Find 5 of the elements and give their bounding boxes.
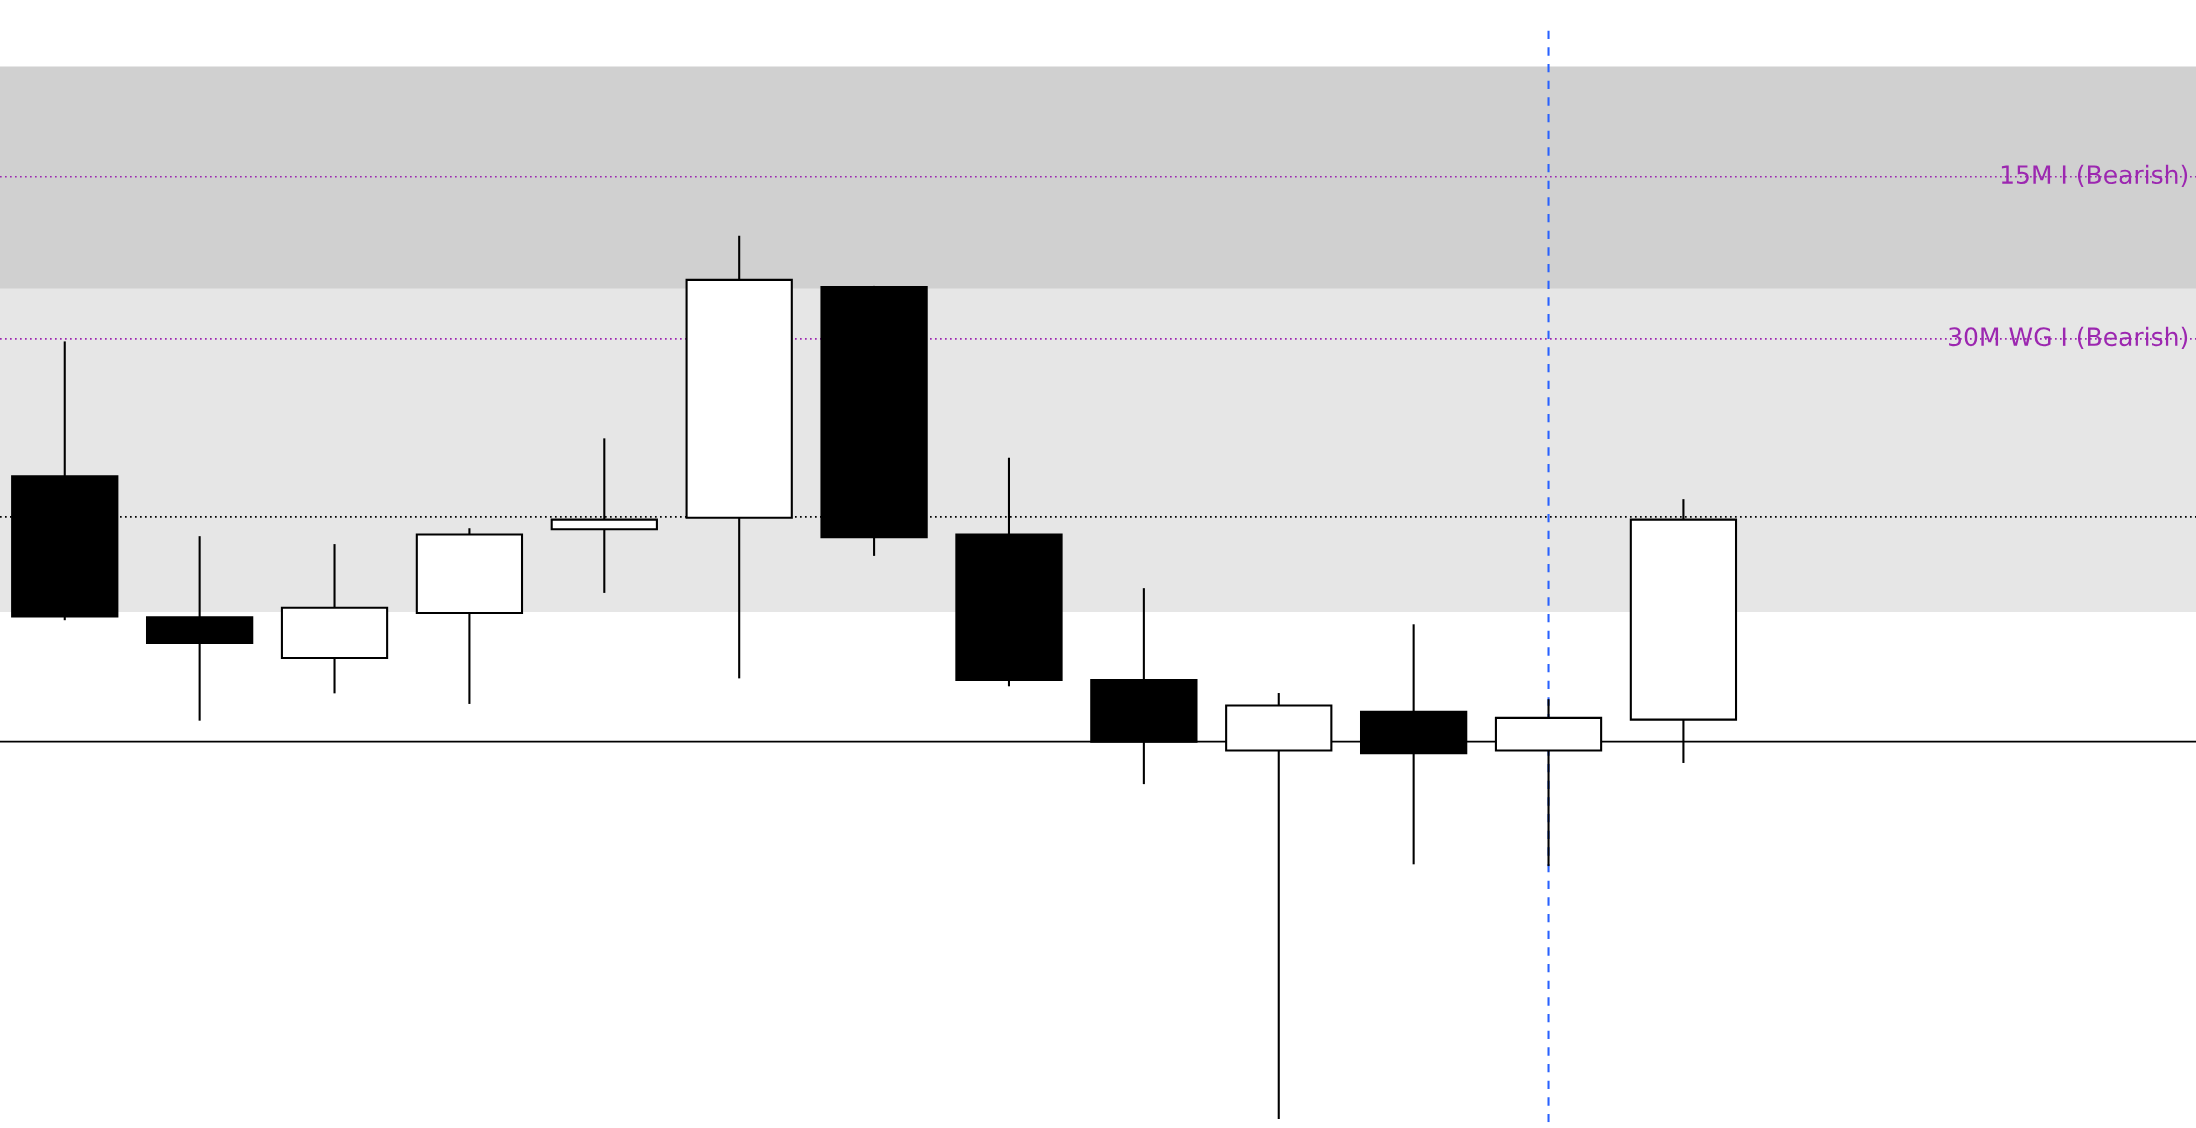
candlestick	[280, 544, 389, 694]
candlestick	[415, 528, 524, 704]
candlestick	[145, 536, 254, 721]
ref-line-label: 30M WG I (Bearish)	[1949, 326, 2188, 350]
ref-line-label: 15M I (Bearish)	[2001, 164, 2188, 187]
